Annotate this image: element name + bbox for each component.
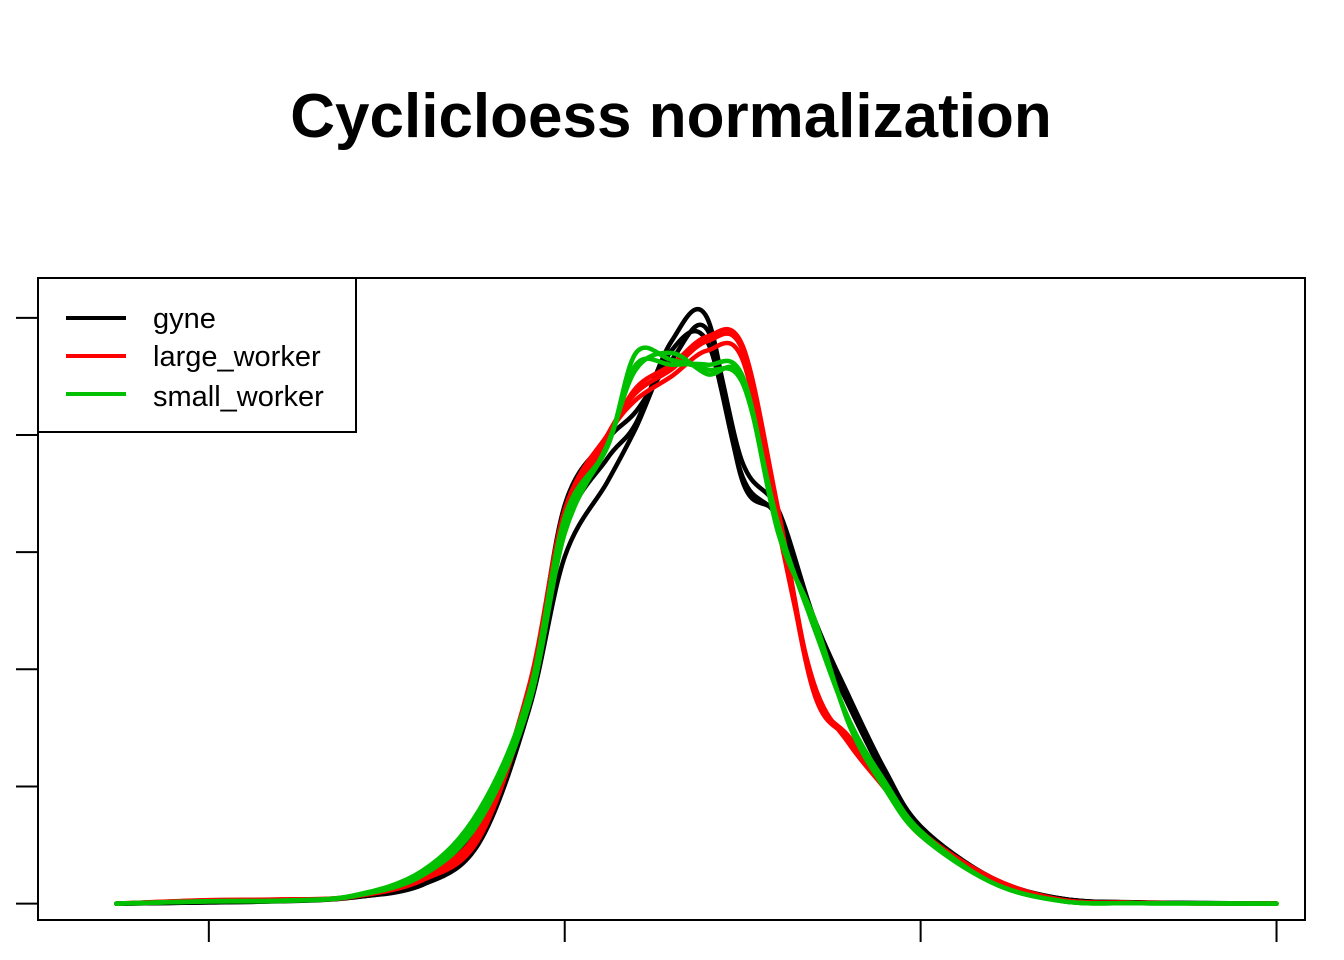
axis-ticks <box>16 316 1278 942</box>
series-line-large-worker-5 <box>114 327 1279 906</box>
series-line-small-worker-6 <box>114 356 1279 906</box>
chart-title: Cyclicloess normalization <box>290 82 1051 151</box>
series-lines <box>114 307 1279 906</box>
legend-label-small-worker: small_worker <box>153 381 324 413</box>
series-line-small-worker-8 <box>114 350 1279 906</box>
legend: gyne large_worker small_worker <box>37 277 357 433</box>
plot-frame <box>37 277 1306 921</box>
legend-label-large-worker: large_worker <box>153 341 321 373</box>
legend-label-gyne: gyne <box>153 303 216 335</box>
